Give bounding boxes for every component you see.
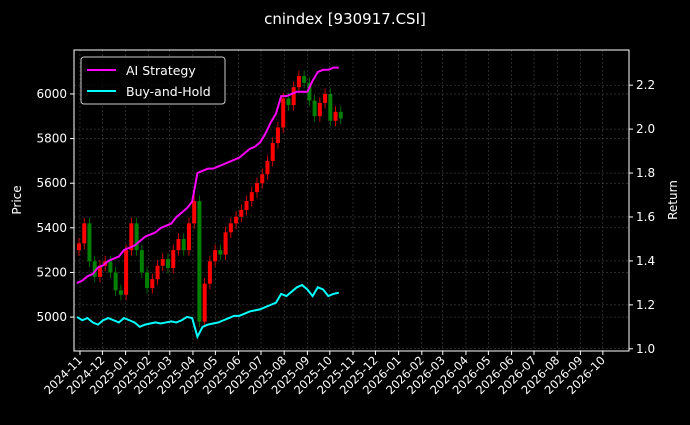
candle-body <box>291 87 296 106</box>
candle-body <box>317 102 322 117</box>
y-tick-label-right: 1.8 <box>636 166 655 180</box>
y-tick-label-right: 1.6 <box>636 210 655 224</box>
chart-title: cnindex [930917.CSI] <box>264 10 426 28</box>
series-line-buy-and-hold <box>76 283 339 340</box>
candle-body <box>260 174 265 184</box>
y-tick-label-right: 1.0 <box>636 342 655 356</box>
series-lines <box>76 66 339 340</box>
candle-body <box>312 100 317 117</box>
candle-body <box>202 283 207 322</box>
candle-body <box>275 127 280 144</box>
candle-body <box>108 261 113 273</box>
legend-label-buy-and-hold: Buy-and-Hold <box>126 84 211 99</box>
candle-body <box>97 265 102 277</box>
y-axis-label: Price <box>10 185 24 214</box>
x-axis: 2024-112024-122025-012025-022025-032025-… <box>41 351 608 397</box>
candle-body <box>234 216 239 224</box>
candle-body <box>150 279 155 289</box>
y-tick-label: 5600 <box>36 176 67 190</box>
y-tick-label: 5200 <box>36 265 67 279</box>
y-axis-label-right: Return <box>666 180 680 220</box>
candle-body <box>244 201 249 210</box>
candle-body <box>223 232 228 255</box>
y-tick-label: 5400 <box>36 221 67 235</box>
y-tick-label-right: 2.2 <box>636 78 655 92</box>
candle-body <box>118 290 123 295</box>
y-tick-label: 6000 <box>36 87 67 101</box>
candle-body <box>249 192 254 202</box>
candle-body <box>207 261 212 284</box>
y-tick-label: 5800 <box>36 132 67 146</box>
candle-body <box>76 243 81 251</box>
candle-body <box>255 183 260 193</box>
candle-body <box>228 223 233 233</box>
series-line-ai-strategy <box>76 66 339 284</box>
y-tick-label-right: 2.0 <box>636 122 655 136</box>
candle-body <box>333 111 338 121</box>
candle-body <box>186 223 191 251</box>
candle-body <box>328 93 333 121</box>
candle-body <box>176 238 181 251</box>
candle-body <box>171 250 176 268</box>
candle-body <box>155 265 160 280</box>
candle-body <box>82 223 87 244</box>
candle-body <box>124 250 129 295</box>
candle-body <box>281 98 286 128</box>
legend-label-ai-strategy: AI Strategy <box>126 63 196 78</box>
candle-body <box>113 272 118 291</box>
candle-body <box>302 76 307 83</box>
plot-frame <box>73 49 630 352</box>
candle-body <box>139 250 144 273</box>
y-tick-label-right: 1.4 <box>636 254 655 268</box>
candle-body <box>197 201 202 322</box>
candle-body <box>145 272 150 289</box>
candle-body <box>166 259 171 268</box>
candle-body <box>181 238 186 251</box>
candle-body <box>323 93 328 103</box>
candle-body <box>296 76 301 88</box>
candle-body <box>134 223 139 251</box>
candle-body <box>338 111 343 119</box>
legend: AI Strategy Buy-and-Hold <box>80 56 226 105</box>
candle-body <box>87 223 92 262</box>
candle-body <box>92 261 97 277</box>
candle-body <box>160 259 165 266</box>
candle-body <box>270 143 275 161</box>
candle-body <box>307 82 312 101</box>
candle-body <box>129 223 134 251</box>
candle-body <box>192 201 197 224</box>
candle-body <box>239 209 244 217</box>
candle-body <box>213 250 218 262</box>
y-tick-label-right: 1.2 <box>636 298 655 312</box>
candle-body <box>218 250 223 255</box>
y-tick-label: 5000 <box>36 310 67 324</box>
candles <box>76 70 343 328</box>
candle-body <box>265 160 270 175</box>
candle-body <box>286 98 291 106</box>
y-axis-right: 1.0 1.2 1.4 1.6 1.8 2.0 2.2 <box>629 78 655 356</box>
y-axis-left: 5000 5200 5400 5600 5800 6000 <box>36 87 74 324</box>
legend-box <box>80 56 226 105</box>
